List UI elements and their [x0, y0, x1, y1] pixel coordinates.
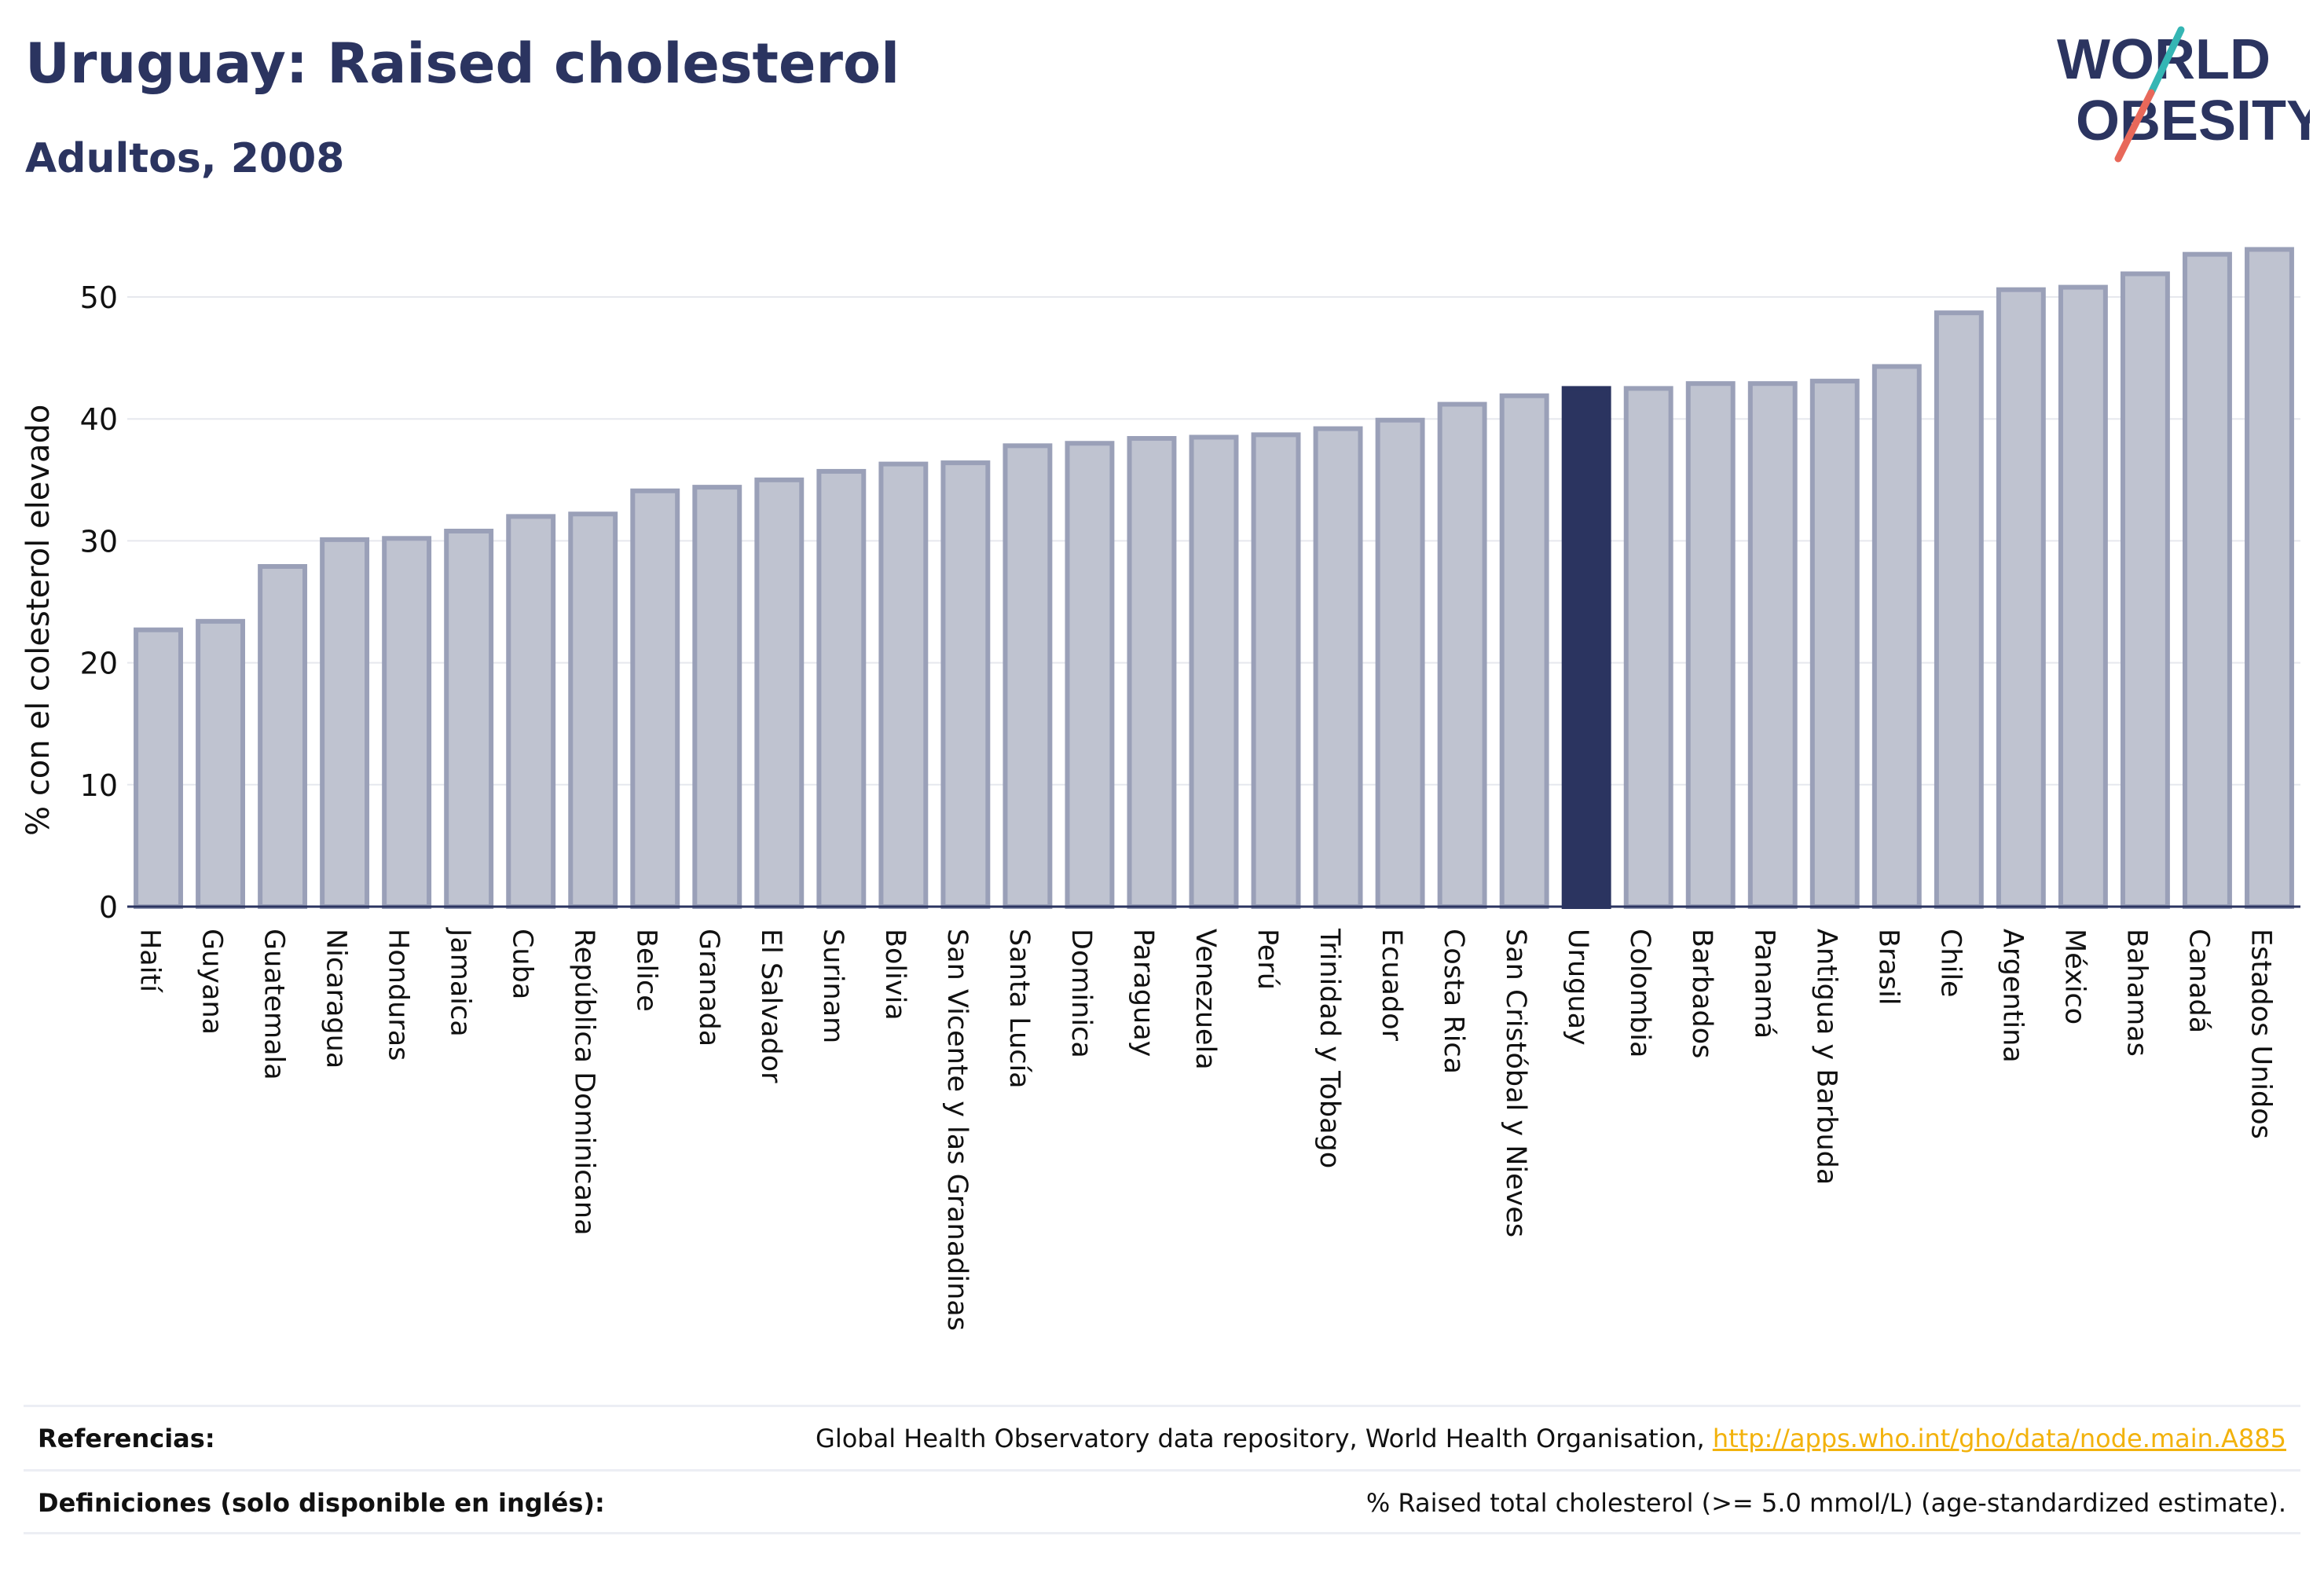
x-tick-label: Guatemala	[258, 929, 290, 1080]
bar-per-	[1251, 432, 1301, 909]
x-tick-label: Surinam	[817, 929, 849, 1043]
bar-santa-luc-a	[1003, 443, 1053, 909]
x-tick-label: Uruguay	[1562, 929, 1593, 1046]
bar-belice	[630, 488, 680, 909]
x-tick-label: Nicaragua	[321, 929, 352, 1068]
bar-uruguay	[1561, 386, 1611, 909]
x-tick-label: República Dominicana	[569, 929, 600, 1236]
definitions-label: Definiciones (solo disponible en inglés)…	[38, 1488, 605, 1518]
bar-cuba	[506, 514, 556, 909]
x-tick-label: San Vicente y las Granadinas	[941, 929, 973, 1331]
logo-word-obesity: OBESITY	[2076, 90, 2310, 152]
x-tick-label: Jamaica	[445, 927, 476, 1037]
references-value: Global Health Observatory data repositor…	[816, 1424, 2286, 1453]
bar-dominica	[1065, 441, 1115, 909]
x-tick-label: Argentina	[1996, 929, 2028, 1063]
x-tick-label: México	[2058, 929, 2090, 1024]
x-tick-label: El Salvador	[755, 929, 786, 1083]
y-axis-label: % con el colesterol elevado	[20, 405, 57, 836]
bar-surinam	[816, 468, 867, 909]
bar-hait-	[134, 627, 183, 909]
footer-divider-bottom	[24, 1532, 2300, 1534]
definitions-value: % Raised total cholesterol (>= 5.0 mmol/…	[1365, 1488, 2286, 1518]
x-tick-label: Trinidad y Tobago	[1314, 928, 1345, 1168]
bar-brasil	[1871, 364, 1922, 909]
x-tick-label: Barbados	[1686, 929, 1717, 1058]
bar-barbados	[1685, 381, 1736, 909]
bar-m-xico	[2058, 284, 2108, 910]
x-tick-label: Venezuela	[1189, 929, 1221, 1070]
x-tick-label: Brasil	[1872, 929, 1904, 1006]
logo-slash-teal	[2147, 26, 2185, 97]
logo-slash-red	[2114, 89, 2155, 163]
x-tick-label: Honduras	[383, 929, 414, 1061]
bar-san-crist-bal-y-nieves	[1499, 393, 1549, 910]
bar-bahamas	[2120, 271, 2170, 909]
bar-panam-	[1747, 381, 1798, 909]
x-tick-label: Chile	[1934, 929, 1966, 998]
x-axis-ticks: Haití Guyana Guatemala Nicaragua Honduras Jam…	[134, 927, 2277, 1331]
x-tick-label: Estados Unidos	[2245, 929, 2276, 1139]
y-tick-label: 20	[80, 647, 118, 681]
x-tick-label: Antigua y Barbuda	[1810, 929, 1842, 1185]
x-tick-label: Colombia	[1624, 929, 1655, 1057]
bar-san-vicente-y-las-granadinas	[940, 460, 991, 909]
bar-guatemala	[258, 563, 308, 909]
bar-jamaica	[444, 528, 494, 909]
references-text: Global Health Observatory data repositor…	[816, 1424, 1705, 1453]
bar-costa-rica	[1437, 401, 1487, 909]
bar-bolivia	[878, 461, 929, 909]
chart-subtitle: Adultos, 2008	[25, 135, 345, 182]
references-label: Referencias:	[38, 1424, 215, 1453]
bar-chile	[1934, 310, 1984, 909]
bar-guyana	[196, 618, 245, 909]
x-tick-label: Perú	[1252, 929, 1283, 990]
bar-el-salvador	[754, 477, 805, 909]
x-tick-label: Paraguay	[1127, 929, 1159, 1057]
x-tick-label: Cuba	[507, 929, 538, 999]
bar-nicaragua	[320, 537, 370, 910]
x-tick-label: Dominica	[1065, 929, 1097, 1058]
x-tick-label: Bolivia	[879, 929, 911, 1021]
x-tick-label: Panamá	[1748, 929, 1780, 1039]
bar-argentina	[1996, 287, 2046, 909]
y-axis-ticks: 0 10 20 30 40 50	[80, 280, 118, 925]
x-tick-label: Canadá	[2183, 929, 2214, 1033]
x-tick-label: San Cristóbal y Nieves	[1500, 929, 1531, 1237]
y-tick-label: 10	[80, 768, 118, 803]
x-tick-label: Guyana	[196, 929, 228, 1035]
bar-colombia	[1623, 386, 1673, 909]
bar-canad-	[2183, 251, 2232, 909]
y-tick-label: 30	[80, 524, 118, 559]
x-tick-label: Ecuador	[1376, 929, 1407, 1042]
chart-title: Uruguay: Raised cholesterol	[25, 31, 900, 96]
bar-ecuador	[1375, 417, 1425, 909]
bar-granada	[692, 485, 742, 909]
x-tick-label: Belice	[631, 929, 662, 1012]
bar-chart: 0 10 20 30 40 50 Haití Guyana Guatemala Nicaragu…	[20, 247, 2300, 1331]
references-link[interactable]: http://apps.who.int/gho/data/node.main.A…	[1712, 1424, 2286, 1453]
bar-antigua-y-barbuda	[1809, 379, 1860, 909]
chart-bars	[134, 247, 2294, 910]
x-tick-label: Costa Rica	[1438, 929, 1469, 1074]
bar-paraguay	[1127, 436, 1177, 909]
x-tick-label: Haití	[134, 929, 166, 993]
footer-divider-top	[24, 1405, 2300, 1407]
x-tick-label: Bahamas	[2121, 929, 2152, 1057]
y-tick-label: 40	[80, 402, 118, 437]
footer-divider-middle	[24, 1469, 2300, 1472]
x-tick-label: Granada	[693, 929, 724, 1046]
y-tick-label: 50	[80, 280, 118, 315]
bar-trinidad-y-tobago	[1313, 426, 1363, 909]
y-tick-label: 0	[99, 890, 118, 925]
bar-venezuela	[1189, 434, 1239, 909]
bar-rep-blica-dominicana	[568, 511, 618, 909]
x-tick-label: Santa Lucía	[1003, 929, 1035, 1089]
world-obesity-logo: WORLD OBESITY	[2057, 26, 2310, 163]
bar-estados-unidos	[2245, 247, 2294, 909]
bar-honduras	[382, 536, 432, 910]
